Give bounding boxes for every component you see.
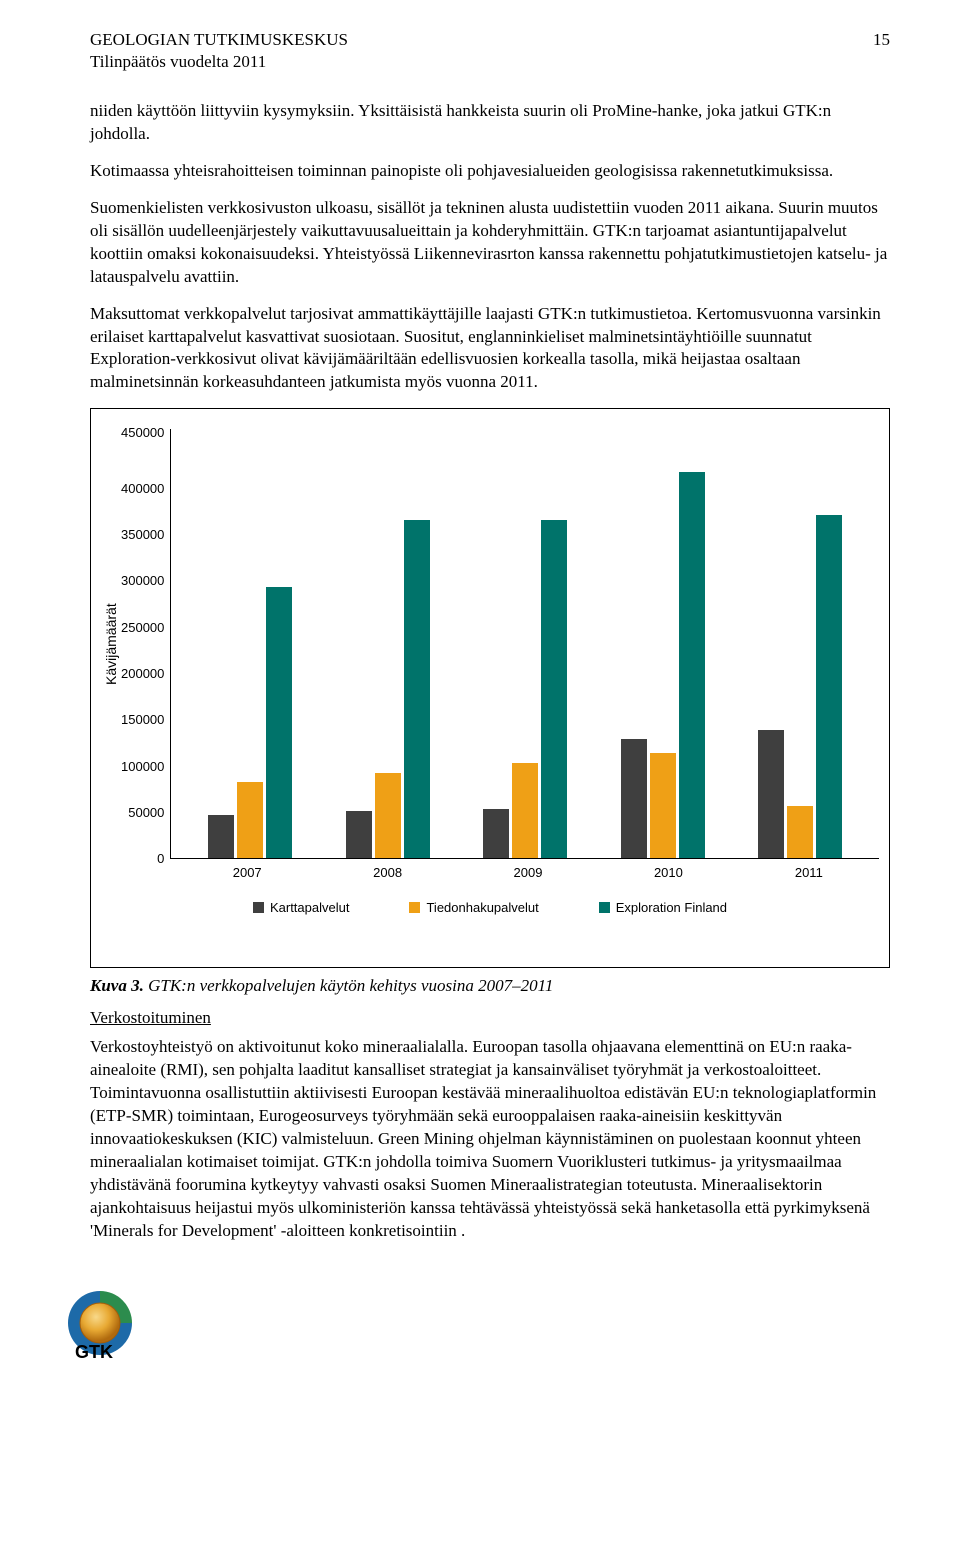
section-body: Verkostoyhteistyö on aktivoitunut koko m… xyxy=(90,1036,890,1242)
y-tick: 100000 xyxy=(121,760,164,773)
figure-caption: Kuva 3. GTK:n verkkopalvelujen käytön ke… xyxy=(90,976,890,996)
page-number: 15 xyxy=(873,30,890,50)
paragraph-2: Kotimaassa yhteisrahoitteisen toiminnan … xyxy=(90,160,890,183)
bar xyxy=(375,773,401,859)
paragraph-1: niiden käyttöön liittyviin kysymyksiin. … xyxy=(90,100,890,146)
bar-group xyxy=(731,429,869,858)
x-tick: 2011 xyxy=(739,865,879,880)
bar-group xyxy=(319,429,457,858)
svg-text:GTK: GTK xyxy=(75,1342,113,1362)
header-sub: Tilinpäätös vuodelta 2011 xyxy=(90,52,890,72)
bar xyxy=(346,811,372,859)
bar xyxy=(787,806,813,858)
section-heading: Verkostoituminen xyxy=(90,1008,890,1028)
y-axis-ticks: 450000 400000 350000 300000 250000 200000 1500… xyxy=(121,429,170,859)
x-tick: 2007 xyxy=(177,865,317,880)
bar xyxy=(541,520,567,858)
bar-group xyxy=(181,429,319,858)
bar-group xyxy=(456,429,594,858)
header-org: GEOLOGIAN TUTKIMUSKESKUS xyxy=(90,30,348,50)
y-tick: 350000 xyxy=(121,528,164,541)
x-tick: 2008 xyxy=(317,865,457,880)
bar xyxy=(483,809,509,859)
bar xyxy=(650,753,676,858)
y-axis-label: Kävijämäärät xyxy=(101,429,121,859)
bar xyxy=(512,763,538,858)
bar-group xyxy=(594,429,732,858)
bar xyxy=(237,782,263,858)
bar xyxy=(679,472,705,858)
legend-item: Exploration Finland xyxy=(599,900,727,915)
bar xyxy=(816,515,842,858)
legend-label: Exploration Finland xyxy=(616,900,727,915)
bar xyxy=(266,587,292,859)
x-tick: 2009 xyxy=(458,865,598,880)
legend-swatch xyxy=(599,902,610,913)
legend-item: Tiedonhakupalvelut xyxy=(409,900,538,915)
bar xyxy=(404,520,430,858)
legend-item: Karttapalvelut xyxy=(253,900,350,915)
paragraph-3: Suomenkielisten verkkosivuston ulkoasu, … xyxy=(90,197,890,289)
x-tick: 2010 xyxy=(598,865,738,880)
y-tick: 0 xyxy=(157,852,164,865)
chart-legend: Karttapalvelut Tiedonhakupalvelut Explorat… xyxy=(101,900,879,915)
x-axis-ticks: 20072008200920102011 xyxy=(177,859,879,880)
paragraph-4: Maksuttomat verkkopalvelut tarjosivat am… xyxy=(90,303,890,395)
y-tick: 450000 xyxy=(121,426,164,439)
y-tick: 200000 xyxy=(121,667,164,680)
legend-swatch xyxy=(253,902,264,913)
y-tick: 400000 xyxy=(121,482,164,495)
figure-text: GTK:n verkkopalvelujen käytön kehitys vu… xyxy=(148,976,553,995)
legend-label: Karttapalvelut xyxy=(270,900,350,915)
y-tick: 300000 xyxy=(121,574,164,587)
y-tick: 250000 xyxy=(121,621,164,634)
y-tick: 150000 xyxy=(121,713,164,726)
plot-area xyxy=(170,429,879,859)
figure-label: Kuva 3. xyxy=(90,976,144,995)
bar xyxy=(208,815,234,858)
bar xyxy=(758,730,784,859)
bar xyxy=(621,739,647,858)
y-tick: 50000 xyxy=(128,806,164,819)
bar-chart: Kävijämäärät 450000 400000 350000 300000 250… xyxy=(90,408,890,968)
legend-swatch xyxy=(409,902,420,913)
gtk-logo: GTK xyxy=(60,1283,890,1368)
legend-label: Tiedonhakupalvelut xyxy=(426,900,538,915)
